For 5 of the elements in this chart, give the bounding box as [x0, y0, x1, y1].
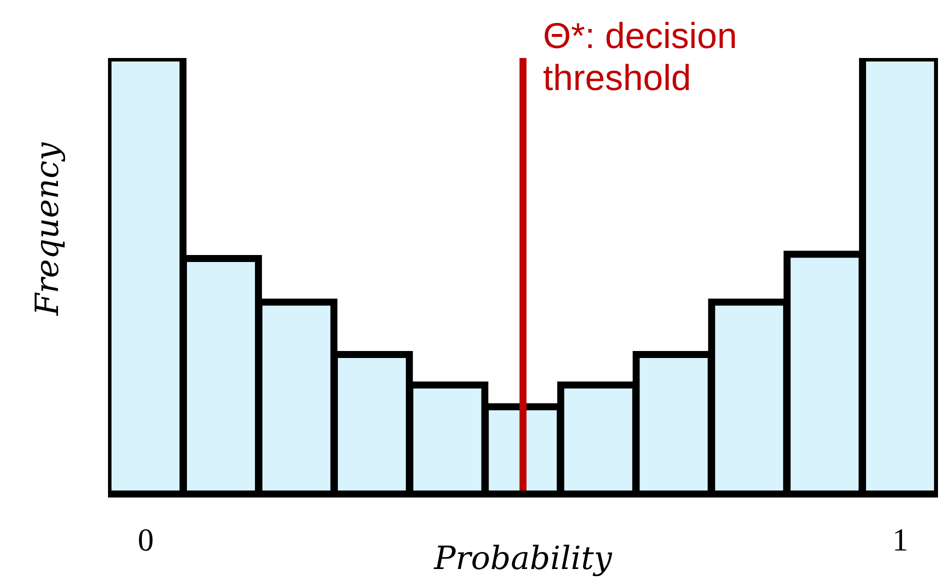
x-tick-label: 1 — [892, 522, 908, 558]
ref-line-label: Θ*: decision threshold — [543, 15, 738, 98]
x-axis-title: Probability — [433, 539, 613, 577]
y-axis-title: Frequency — [28, 142, 66, 317]
x-tick-label: 0 — [138, 522, 154, 558]
